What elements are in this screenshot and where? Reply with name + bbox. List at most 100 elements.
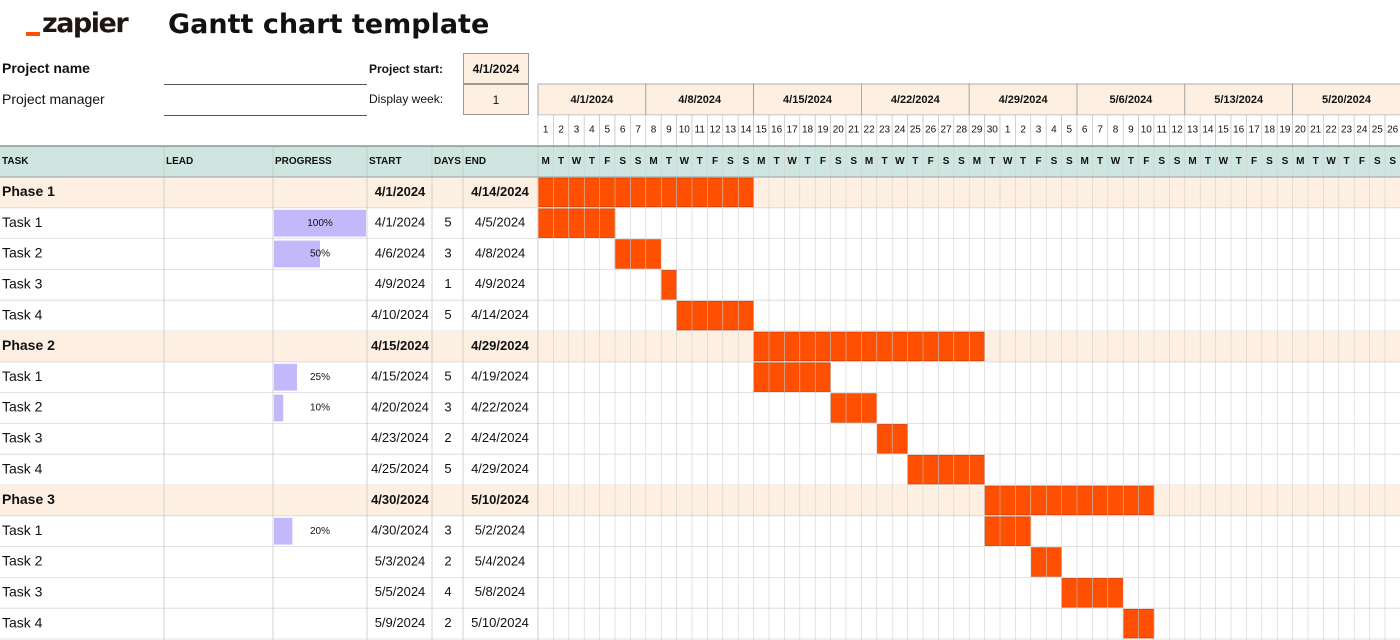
day-number: 22 [1326, 125, 1338, 136]
day-letter: S [958, 156, 965, 167]
end-date: 4/5/2024 [475, 215, 526, 230]
gantt-bar-cell [953, 331, 970, 362]
day-number: 5 [1067, 125, 1073, 136]
end-date: 4/8/2024 [475, 245, 526, 260]
week-label: 4/1/2024 [570, 94, 614, 106]
day-letter: F [820, 156, 826, 167]
week-header-cell [645, 83, 754, 116]
day-number: 28 [956, 125, 968, 136]
gantt-bar-cell [938, 454, 955, 485]
day-number: 21 [1310, 125, 1322, 136]
gantt-bar-cell [1107, 485, 1124, 516]
day-letter: M [649, 156, 657, 167]
day-number: 10 [1141, 125, 1153, 136]
day-letter: S [850, 156, 857, 167]
gantt-bar-cell [676, 300, 693, 331]
gantt-bar-cell [1092, 578, 1109, 608]
days-count: 4 [444, 584, 451, 599]
day-letter: W [1003, 156, 1013, 167]
day-letter: W [1219, 156, 1229, 167]
phase-row [0, 331, 1400, 362]
day-number: 12 [710, 125, 722, 136]
gantt-bar-cell [1107, 578, 1124, 608]
gantt-bar-cell [1015, 485, 1032, 516]
day-number: 16 [771, 125, 783, 136]
gantt-bar-cell [984, 485, 1001, 516]
gantt-bar-cell [1045, 485, 1062, 516]
day-number: 11 [695, 125, 706, 136]
day-letter: T [1205, 156, 1211, 167]
day-number: 25 [910, 125, 922, 136]
phase-name: Phase 2 [2, 337, 55, 353]
gantt-bar-cell [737, 177, 754, 208]
progress-bar [274, 240, 320, 268]
day-number: 13 [1187, 125, 1199, 136]
week-label: 5/20/2024 [1322, 94, 1372, 106]
progress-label: 10% [310, 403, 330, 414]
day-letter: M [1296, 156, 1304, 167]
gantt-bar-cell [799, 362, 816, 392]
gantt-bar-cell [630, 177, 647, 208]
day-number: 29 [971, 125, 983, 136]
phase-name: Phase 1 [2, 183, 55, 199]
end-date: 5/10/2024 [471, 492, 530, 507]
column-header-days: DAYS [434, 156, 461, 167]
project-name-field[interactable] [164, 84, 367, 85]
gantt-bar-cell [737, 300, 754, 331]
gantt-bar-cell [784, 331, 801, 362]
day-number: 16 [1233, 125, 1245, 136]
gantt-bar-cell [984, 516, 1001, 546]
gantt-bar-cell [922, 331, 939, 362]
project-name-label: Project name [2, 60, 90, 76]
day-letter: S [619, 156, 626, 167]
day-number: 12 [1172, 125, 1184, 136]
day-number: 13 [725, 125, 737, 136]
task-name: Task 1 [2, 522, 43, 538]
task-name: Task 4 [2, 306, 43, 322]
logo-text: zapier [42, 8, 129, 39]
day-letter: S [1282, 156, 1289, 167]
project-manager-field[interactable] [164, 115, 367, 116]
day-number: 21 [848, 125, 860, 136]
day-number: 17 [1249, 125, 1261, 136]
gantt-bar-cell [553, 208, 570, 238]
day-letter: T [1236, 156, 1242, 167]
progress-bar [274, 209, 366, 237]
day-number: 2 [558, 125, 564, 136]
display-week-input[interactable]: 1 [463, 84, 529, 115]
gantt-bar-cell [861, 393, 878, 423]
gantt-bar-cell [999, 485, 1016, 516]
days-count: 2 [444, 615, 451, 630]
start-date: 4/9/2024 [375, 276, 426, 291]
days-count: 5 [444, 215, 451, 230]
task-name: Task 3 [2, 276, 43, 292]
task-name: Task 4 [2, 614, 43, 630]
gantt-bar-cell [907, 331, 924, 362]
start-date: 4/20/2024 [371, 399, 429, 414]
days-count: 1 [444, 276, 451, 291]
day-number: 18 [802, 125, 814, 136]
end-date: 4/29/2024 [471, 338, 530, 353]
start-date: 4/6/2024 [375, 245, 426, 260]
start-date: 4/10/2024 [371, 307, 429, 322]
day-letter: W [1111, 156, 1121, 167]
days-count: 3 [444, 523, 451, 538]
day-letter: F [604, 156, 610, 167]
week-header-cell [1292, 83, 1400, 116]
gantt-bar-cell [707, 300, 724, 331]
task-name: Task 1 [2, 368, 43, 384]
day-number: 25 [1372, 125, 1384, 136]
day-number: 11 [1157, 125, 1168, 136]
day-letter: S [635, 156, 642, 167]
gantt-bar-cell [630, 239, 647, 269]
end-date: 5/10/2024 [471, 615, 529, 630]
gantt-bar-cell [614, 177, 631, 208]
day-letter: T [804, 156, 810, 167]
day-letter: T [697, 156, 703, 167]
progress-bar [274, 394, 284, 422]
gantt-bar-cell [1061, 578, 1078, 608]
project-start-input[interactable]: 4/1/2024 [463, 53, 529, 84]
day-number: 19 [817, 125, 829, 136]
day-letter: S [727, 156, 734, 167]
end-date: 4/19/2024 [471, 369, 529, 384]
